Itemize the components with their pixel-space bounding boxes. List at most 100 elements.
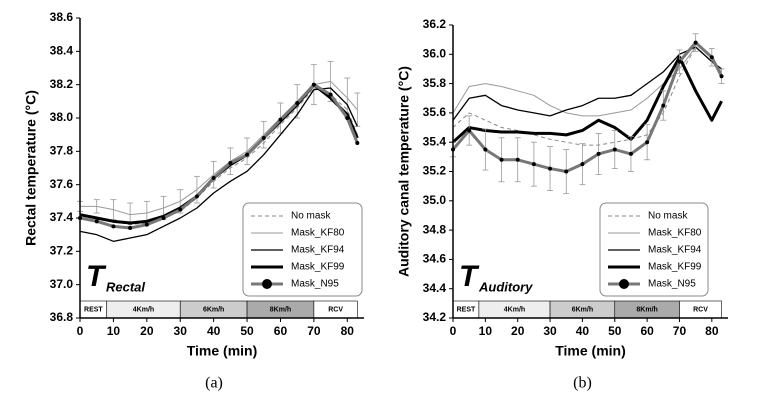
x-tick-label: 0 bbox=[77, 324, 84, 338]
y-tick-label: 38.2 bbox=[50, 77, 74, 91]
legend-label: Mask_KF99 bbox=[648, 262, 702, 273]
y-tick-label: 37.8 bbox=[50, 144, 74, 158]
x-tick-label: 70 bbox=[307, 324, 321, 338]
point bbox=[548, 166, 553, 171]
legend-marker bbox=[619, 279, 629, 289]
phase-label: 6Km/h bbox=[203, 306, 224, 313]
legend-label: No mask bbox=[648, 211, 688, 222]
point bbox=[111, 224, 116, 229]
legend-label: Mask_N95 bbox=[648, 279, 696, 290]
series-line bbox=[451, 55, 723, 144]
point bbox=[328, 92, 333, 97]
point bbox=[194, 194, 199, 199]
y-tick-label: 35.8 bbox=[423, 76, 447, 90]
x-tick-label: 60 bbox=[274, 324, 288, 338]
x-tick-label: 0 bbox=[450, 324, 457, 338]
y-tick-label: 36.0 bbox=[423, 46, 447, 60]
legend-label: Mask_KF99 bbox=[291, 262, 345, 273]
y-tick-label: 34.2 bbox=[423, 310, 447, 324]
phase-label: 8Km/h bbox=[270, 306, 291, 313]
point bbox=[483, 147, 488, 152]
y-tick-label: 38.6 bbox=[50, 10, 74, 24]
y-tick-label: 38.4 bbox=[50, 44, 74, 58]
series-line bbox=[452, 46, 722, 146]
x-tick-label: 60 bbox=[640, 324, 654, 338]
y-tick-label: 35.0 bbox=[423, 193, 447, 207]
x-tick-label: 50 bbox=[608, 324, 622, 338]
point bbox=[515, 157, 520, 162]
phase-label: 8Km/h bbox=[636, 306, 657, 313]
y-axis-label: Rectal temperature (°C) bbox=[23, 90, 39, 246]
y-tick-label: 36.8 bbox=[50, 310, 74, 324]
phase-label: RCV bbox=[328, 306, 343, 313]
phase-label: 4Km/h bbox=[504, 306, 525, 313]
y-axis-label: Auditory canal temperature (°C) bbox=[396, 66, 412, 277]
point bbox=[278, 117, 283, 122]
x-axis-label: Time (min) bbox=[555, 343, 626, 359]
x-axis-label: Time (min) bbox=[187, 343, 258, 359]
point bbox=[719, 74, 724, 79]
annotation-sub: Rectal bbox=[106, 279, 145, 294]
point bbox=[693, 40, 698, 45]
point bbox=[612, 147, 617, 152]
point bbox=[295, 101, 300, 105]
y-tick-label: 37.4 bbox=[50, 210, 74, 224]
point bbox=[311, 82, 316, 87]
x-tick-label: 30 bbox=[174, 324, 188, 338]
point bbox=[709, 55, 714, 60]
y-tick-label: 37.6 bbox=[50, 177, 74, 191]
series-line bbox=[80, 80, 358, 216]
point bbox=[564, 169, 569, 174]
point bbox=[144, 222, 149, 227]
y-tick-label: 34.4 bbox=[423, 281, 447, 295]
point bbox=[345, 116, 350, 120]
legend-label: No mask bbox=[291, 211, 331, 222]
y-tick-label: 35.2 bbox=[423, 164, 447, 178]
series-line bbox=[79, 87, 358, 242]
point bbox=[228, 161, 233, 165]
y-tick-label: 35.6 bbox=[423, 105, 447, 119]
x-tick-label: 20 bbox=[140, 324, 154, 338]
phase-label: 6Km/h bbox=[572, 306, 593, 313]
phase-label: 4Km/h bbox=[133, 306, 154, 313]
x-tick-label: 50 bbox=[240, 324, 254, 338]
series-line bbox=[451, 41, 723, 173]
caption: (b) bbox=[573, 375, 592, 392]
x-tick-label: 40 bbox=[576, 324, 590, 338]
x-tick-label: 80 bbox=[341, 324, 355, 338]
legend-box bbox=[599, 202, 709, 297]
x-tick-label: 30 bbox=[543, 324, 557, 338]
point bbox=[211, 176, 216, 180]
series-line bbox=[79, 83, 359, 225]
point bbox=[161, 216, 166, 220]
x-tick-label: 10 bbox=[479, 324, 493, 338]
annotation-main: T bbox=[86, 260, 107, 293]
x-tick-label: 70 bbox=[673, 324, 687, 338]
legend-label: Mask_KF94 bbox=[291, 245, 345, 256]
y-tick-label: 36.2 bbox=[423, 17, 447, 31]
annotation-main: T bbox=[459, 260, 480, 293]
point bbox=[245, 152, 250, 157]
x-tick-label: 40 bbox=[207, 324, 221, 338]
point bbox=[467, 128, 472, 133]
point bbox=[261, 136, 266, 140]
y-tick-label: 37.2 bbox=[50, 244, 74, 258]
y-tick-label: 37.0 bbox=[50, 277, 74, 291]
y-tick-label: 34.8 bbox=[423, 222, 447, 236]
series-line bbox=[79, 83, 359, 230]
caption: (a) bbox=[205, 375, 223, 392]
phase-label: RCV bbox=[693, 306, 708, 313]
x-tick-label: 80 bbox=[705, 324, 719, 338]
point bbox=[596, 151, 601, 156]
x-tick-label: 20 bbox=[511, 324, 525, 338]
point bbox=[128, 226, 133, 230]
legend-label: Mask_KF94 bbox=[648, 245, 702, 256]
legend-marker bbox=[262, 279, 272, 289]
legend-label: Mask_KF80 bbox=[648, 228, 702, 239]
point bbox=[355, 141, 360, 145]
y-tick-label: 34.6 bbox=[423, 252, 447, 266]
point bbox=[178, 207, 183, 212]
phase-label: REST bbox=[457, 306, 476, 313]
point bbox=[94, 219, 99, 224]
